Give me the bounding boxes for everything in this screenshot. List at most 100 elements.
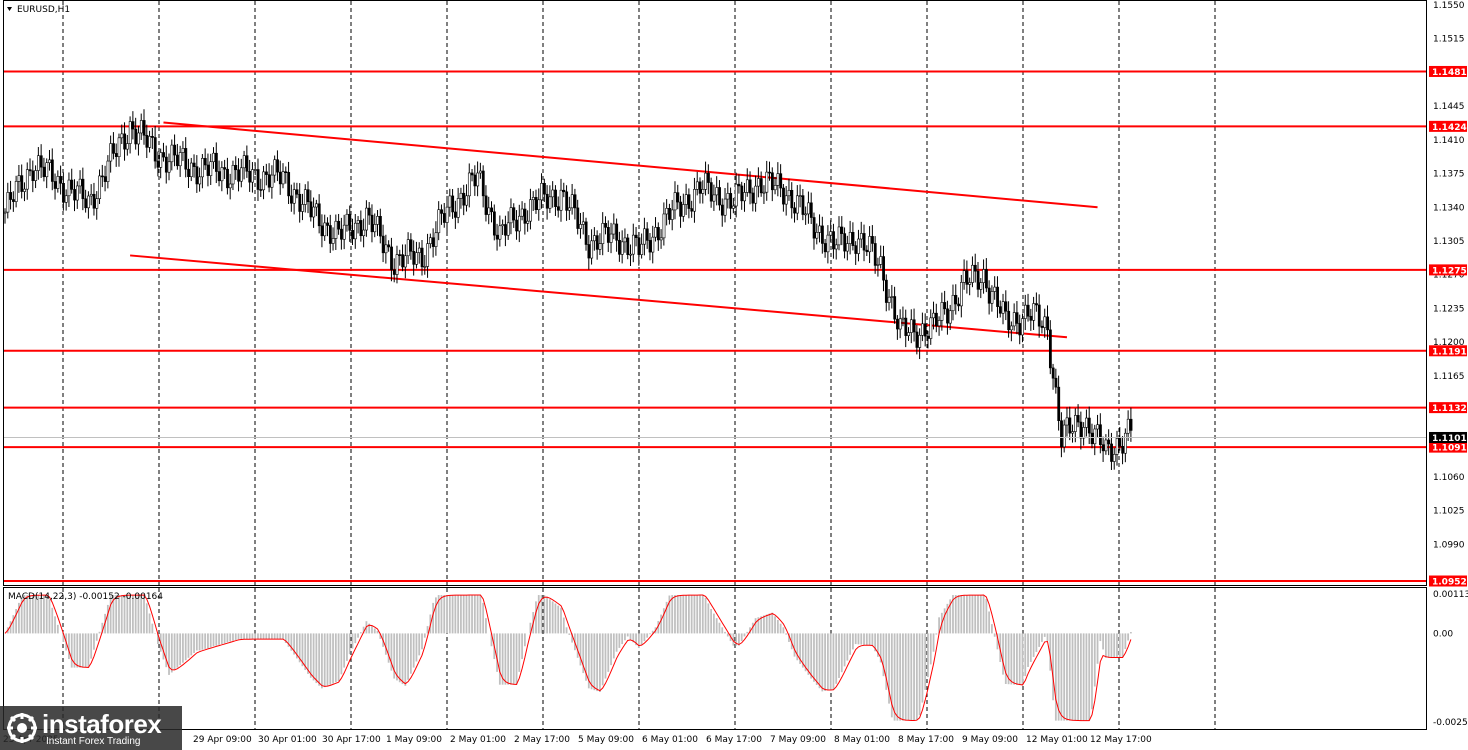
candle <box>726 182 730 209</box>
candle-body <box>490 207 494 213</box>
candle-body <box>695 181 699 190</box>
candle-body <box>328 225 332 244</box>
candle <box>412 240 416 276</box>
candle-body <box>912 319 916 333</box>
candle-body <box>312 206 316 218</box>
candle-body <box>259 189 263 191</box>
candle <box>92 182 96 216</box>
candle <box>573 188 577 220</box>
time-label: 2 May 17:00 <box>514 735 570 745</box>
candle-body <box>187 168 190 177</box>
candle <box>1029 308 1033 331</box>
candle-body <box>1010 325 1013 331</box>
candle-body <box>295 189 299 195</box>
candle-body <box>568 207 571 211</box>
candle-body <box>303 189 307 205</box>
candle <box>795 185 799 221</box>
candle <box>356 216 360 234</box>
candle <box>1118 427 1122 451</box>
macd-plot-border <box>3 587 1427 730</box>
candle <box>712 184 716 211</box>
candle-body <box>1015 312 1019 324</box>
candle <box>226 157 229 195</box>
level-tag-bg <box>1429 441 1467 453</box>
candle-body <box>370 214 374 233</box>
candle-body <box>429 237 432 244</box>
candle-body <box>256 169 260 190</box>
candle <box>659 229 663 249</box>
candle-body <box>893 296 897 320</box>
candle <box>782 183 785 212</box>
candle <box>698 177 702 204</box>
candle-body <box>854 245 858 254</box>
candle-body <box>228 183 232 189</box>
candle-body <box>451 195 455 213</box>
candle-body <box>629 253 633 256</box>
candle-body <box>832 231 835 250</box>
candle-body <box>223 167 227 170</box>
candle <box>262 165 266 200</box>
candle-body <box>879 256 883 265</box>
candle <box>526 210 530 232</box>
candle <box>581 212 585 235</box>
candle <box>909 309 913 344</box>
candle-body <box>904 317 908 336</box>
candle <box>251 162 254 193</box>
candle <box>31 160 35 193</box>
candle-body <box>554 189 557 207</box>
candle <box>298 183 302 223</box>
candle <box>651 225 655 264</box>
price-label: 1.1340 <box>1433 203 1465 213</box>
candle-body <box>512 207 516 221</box>
level-tag-text: 1.1191 <box>1432 347 1467 357</box>
candle-body <box>818 225 822 233</box>
candle-body <box>315 203 318 208</box>
candle <box>303 184 307 213</box>
price-label: 1.1025 <box>1433 507 1465 517</box>
time-label: 30 Apr 17:00 <box>322 735 381 745</box>
candle <box>17 164 21 193</box>
candle <box>276 150 279 182</box>
candle-body <box>367 207 371 216</box>
candle <box>640 233 644 259</box>
candle <box>426 233 430 278</box>
time-label: 5 May 09:00 <box>578 735 634 745</box>
candle-body <box>70 179 74 190</box>
candle-body <box>606 227 610 243</box>
triangle-down-icon[interactable] <box>7 7 12 11</box>
candle-body <box>265 171 268 175</box>
candle-body <box>985 269 988 289</box>
candle-body <box>126 143 129 150</box>
candle <box>1112 447 1116 470</box>
candle <box>695 171 699 196</box>
price-label: 1.1305 <box>1433 237 1465 247</box>
candle <box>1062 419 1066 453</box>
candle <box>384 234 388 264</box>
candle-body <box>559 189 563 211</box>
candle-body <box>940 302 944 321</box>
candle-body <box>648 240 652 253</box>
candle <box>732 197 735 214</box>
candle-body <box>23 188 26 192</box>
candle <box>720 198 724 227</box>
candle-body <box>668 207 671 220</box>
candle <box>139 113 143 140</box>
candle <box>748 171 752 205</box>
candle-body <box>456 198 460 218</box>
candle-body <box>440 209 443 214</box>
candle-body <box>459 192 463 199</box>
candle <box>317 194 321 234</box>
candle-body <box>976 270 980 290</box>
candle <box>1101 436 1105 462</box>
candle-body <box>1090 432 1094 445</box>
candle-body <box>1115 438 1119 455</box>
level-tag-text: 1.1091 <box>1432 444 1467 454</box>
candle-body <box>348 213 352 231</box>
candle <box>1007 301 1011 338</box>
candle <box>292 182 296 215</box>
candle-body <box>809 202 813 218</box>
candle-body <box>170 144 174 163</box>
candle <box>440 204 443 225</box>
candle <box>506 211 510 240</box>
